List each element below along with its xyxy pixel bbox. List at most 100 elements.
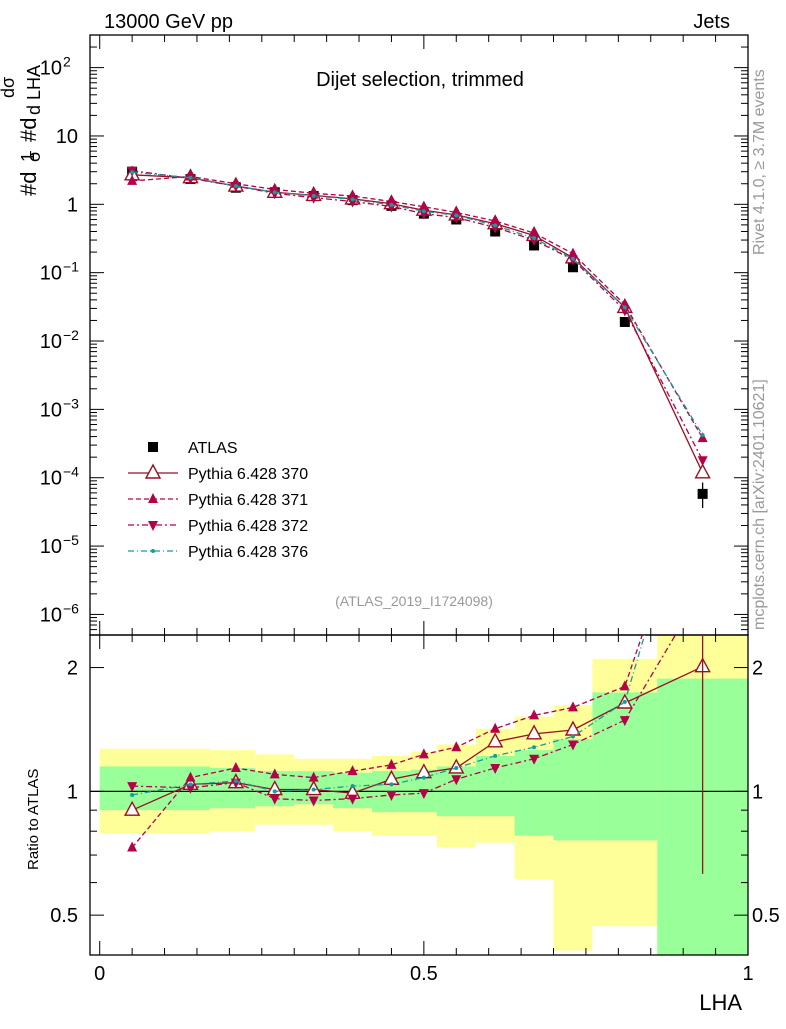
- ylabel-hash-1: #d: [16, 172, 41, 196]
- data-point-s0: [567, 262, 578, 273]
- ratio-point-s2: [269, 768, 280, 779]
- ratio-y-tick-label: 2: [67, 658, 78, 680]
- ylabel-frac-den: d LHA: [24, 65, 44, 115]
- legend-marker-4: [151, 549, 155, 553]
- ratio-frame: [89, 634, 749, 956]
- legend-marker-3: [148, 521, 158, 531]
- legend-label-371: Pythia 6.428 371: [188, 492, 308, 509]
- y-tick-label: 10: [40, 536, 62, 558]
- ratio-y-tick-label: 0.5: [50, 905, 78, 927]
- data-point-s3: [529, 236, 540, 247]
- ratio-line-2: [131, 635, 643, 848]
- data-point-s2: [418, 200, 429, 211]
- legend-label-atlas: ATLAS: [188, 440, 238, 457]
- ratio-point-s2: [619, 680, 630, 691]
- main-series: [123, 165, 711, 509]
- ratio-point-s3: [490, 763, 501, 774]
- y-tick-label: 1: [67, 194, 78, 216]
- ratio-point-s2: [451, 741, 462, 752]
- data-point-s3: [269, 189, 280, 200]
- header-right: Jets: [693, 11, 730, 33]
- ratio-point-s2: [490, 722, 501, 733]
- ratio-point-s4: [532, 745, 537, 750]
- data-point-s4: [389, 202, 394, 207]
- ratio-point-s4: [233, 778, 238, 783]
- data-point-s3: [418, 209, 429, 220]
- x-axis-label: LHA: [699, 990, 742, 1015]
- data-point-s4: [700, 433, 705, 438]
- data-point-s3: [697, 456, 708, 467]
- ratio-point-s2: [529, 709, 540, 720]
- ratio-point-s4: [130, 792, 135, 797]
- y-tick-label: 10: [40, 399, 62, 421]
- y-tick-label: 10: [40, 604, 62, 626]
- ratio-y-tick-label: 1: [67, 781, 78, 803]
- y-tick-exponent: −4: [63, 464, 79, 480]
- rivet-label: Rivet 4.1.0, ≥ 3.7M events: [751, 69, 768, 255]
- ratio-point-s3: [308, 796, 319, 807]
- x-tick-label: 0: [94, 963, 105, 985]
- legend-marker-2: [148, 493, 158, 503]
- ratio-point-s2: [127, 841, 138, 852]
- ylabel-den: σ: [24, 151, 44, 162]
- data-point-s4: [454, 213, 459, 218]
- ratio-point-s3: [619, 716, 630, 727]
- ratio-point-s1: [123, 800, 141, 816]
- ylabel-frac-num: dσ: [0, 77, 18, 98]
- y-axis-label-main: #d 1 σ #d dσ d LHA: [0, 65, 44, 196]
- band-inner-bin: [553, 739, 593, 841]
- legend-marker-0: [148, 442, 158, 452]
- ratio-point-s1: [487, 732, 504, 748]
- ratio-point-s4: [454, 765, 459, 770]
- legend-label-372: Pythia 6.428 372: [188, 518, 308, 535]
- ylabel-num: 1: [18, 152, 38, 162]
- ratio-point-s3: [347, 794, 358, 805]
- data-point-s4: [532, 236, 537, 241]
- ratio-point-s2: [347, 765, 358, 776]
- ratio-y-tick-label-right: 0.5: [752, 905, 780, 927]
- data-point-s4: [130, 170, 135, 175]
- x-tick-label: 1: [742, 963, 753, 985]
- data-point-s4: [570, 256, 575, 261]
- ratio-point-s4: [311, 787, 316, 792]
- ratio-line-4: [132, 635, 646, 796]
- ratio-point-s3: [529, 754, 540, 765]
- series-line-4: [132, 171, 704, 436]
- y-tick-exponent: 2: [63, 54, 71, 70]
- ratio-point-s3: [386, 790, 397, 801]
- data-point-s3: [619, 306, 630, 317]
- ylabel-hash-2: #d: [16, 118, 41, 142]
- ratio-point-s1: [525, 724, 543, 740]
- legend-label-376: Pythia 6.428 376: [188, 544, 308, 561]
- ratio-point-s3: [269, 794, 280, 805]
- ratio-y-label: Ratio to ATLAS: [25, 769, 42, 870]
- y-tick-label: 10: [40, 263, 62, 285]
- ratio-point-s4: [272, 789, 277, 794]
- data-point-s2: [567, 247, 578, 258]
- ratio-point-s3: [127, 782, 138, 793]
- header-left: 13000 GeV pp: [104, 11, 233, 33]
- ratio-point-s4: [188, 782, 193, 787]
- ratio-point-s2: [308, 771, 319, 782]
- chart-title: Dijet selection, trimmed: [316, 69, 524, 91]
- data-point-s4: [272, 190, 277, 195]
- data-point-s2: [619, 298, 630, 309]
- ratio-point-s4: [570, 734, 575, 739]
- y-tick-exponent: −3: [63, 395, 79, 411]
- data-point-s2: [127, 174, 138, 185]
- legend: ATLAS Pythia 6.428 370 Pythia 6.428 371 …: [128, 440, 308, 561]
- data-point-s0: [619, 316, 630, 327]
- y-tick-label: 10: [40, 331, 62, 353]
- data-point-s4: [622, 305, 627, 310]
- axes-and-ticks: [89, 34, 749, 956]
- ratio-point-s2: [418, 748, 429, 759]
- y-tick-label: 10: [56, 126, 78, 148]
- data-point-s4: [311, 193, 316, 198]
- legend-marker-1: [144, 463, 162, 479]
- data-point-s1: [694, 463, 711, 479]
- ratio-y-tick-label-right: 2: [752, 658, 763, 680]
- y-tick-exponent: −1: [63, 259, 79, 275]
- analysis-label: (ATLAS_2019_I1724098): [335, 593, 493, 609]
